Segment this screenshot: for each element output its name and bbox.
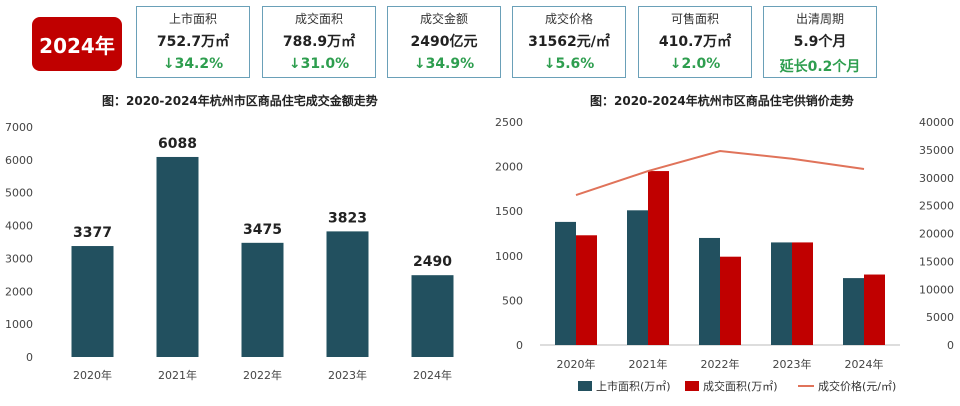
kpi-sales-price: 成交价格 31562元/㎡ ↓5.6% <box>512 6 626 78</box>
legend-label: 成交价格(元/㎡) <box>818 379 896 393</box>
bar-2024年 <box>411 275 454 357</box>
x-tick-label: 2022年 <box>243 368 282 382</box>
x-tick-label: 2020年 <box>73 368 112 382</box>
chart-supply-sales-price: 0500100015002000250005000100001500020000… <box>495 116 954 393</box>
y2-tick-label: 40000 <box>919 116 954 129</box>
bar-listed-area-2022年 <box>699 237 720 345</box>
kpi-label: 成交价格 <box>544 12 593 26</box>
data-label: 3823 <box>328 210 367 226</box>
kpi-change: ↓5.6% <box>543 56 595 72</box>
y-tick-label: 2500 <box>495 116 523 129</box>
kpi-available-area: 可售面积 410.7万㎡ ↓2.0% <box>638 6 752 78</box>
y-tick-label: 5000 <box>5 187 33 200</box>
chart-title-sales-amount: 图：2020-2024年杭州市区商品住宅成交金额走势 <box>102 94 378 108</box>
x-tick-label: 2021年 <box>629 357 668 371</box>
bar-2023年 <box>326 231 369 357</box>
y-tick-label: 4000 <box>5 220 33 233</box>
y-tick-label: 2000 <box>495 161 523 174</box>
bar-2021年 <box>156 156 199 357</box>
kpi-label: 成交金额 <box>419 12 468 26</box>
kpi-sold-area: 成交面积 788.9万㎡ ↓31.0% <box>262 6 376 78</box>
bar-sold-area-2024年 <box>864 274 885 345</box>
x-tick-label: 2024年 <box>845 357 884 371</box>
bar-2020年 <box>71 246 114 357</box>
legend-label: 成交面积(万㎡) <box>703 379 778 393</box>
legend-swatch-listed-area <box>578 381 592 391</box>
data-label: 2490 <box>413 254 452 270</box>
x-tick-label: 2021年 <box>158 368 197 382</box>
kpi-value: 2490亿元 <box>410 34 478 50</box>
bar-sold-area-2023年 <box>792 242 813 345</box>
kpi-clearance-cycle: 出清周期 5.9个月 延长0.2个月 <box>763 6 877 78</box>
x-tick-label: 2023年 <box>328 368 367 382</box>
y2-tick-label: 35000 <box>919 144 954 157</box>
bar-listed-area-2023年 <box>771 242 792 345</box>
x-tick-label: 2024年 <box>413 368 452 382</box>
y-tick-label: 7000 <box>5 121 33 134</box>
kpi-label: 出清周期 <box>795 12 844 26</box>
y2-tick-label: 0 <box>947 339 954 352</box>
chart-sales-amount: 0 1000 2000 3000 4000 5000 6000 7000 3377 2020年 60… <box>5 121 454 382</box>
kpi-change: ↓2.0% <box>669 56 721 72</box>
legend-swatch-sold-area <box>685 381 699 391</box>
kpi-change: ↓31.0% <box>288 56 350 72</box>
kpi-change: 延长0.2个月 <box>779 59 861 75</box>
data-label: 3475 <box>243 222 282 238</box>
y2-tick-label: 15000 <box>919 255 954 268</box>
x-tick-label: 2023年 <box>773 357 812 371</box>
bar-sold-area-2021年 <box>648 171 669 345</box>
kpi-sales-amount: 成交金额 2490亿元 ↓34.9% <box>387 6 501 78</box>
y2-tick-label: 30000 <box>919 172 954 185</box>
kpi-label: 成交面积 <box>294 12 343 26</box>
kpi-label: 上市面积 <box>168 12 217 26</box>
y2-tick-label: 25000 <box>919 200 954 213</box>
y2-tick-label: 5000 <box>926 311 954 324</box>
kpi-change: ↓34.2% <box>162 56 224 72</box>
kpi-value: 410.7万㎡ <box>658 34 732 50</box>
y-tick-label: 1000 <box>5 318 33 331</box>
y-tick-label: 1000 <box>495 250 523 263</box>
bar-sold-area-2020年 <box>576 235 597 345</box>
legend-label: 上市面积(万㎡) <box>596 379 671 393</box>
y-tick-label: 0 <box>516 339 523 352</box>
bar-sold-area-2022年 <box>720 256 741 345</box>
bar-listed-area-2024年 <box>843 278 864 345</box>
kpi-value: 31562元/㎡ <box>528 34 610 50</box>
kpi-listed-area: 上市面积 752.7万㎡ ↓34.2% <box>136 6 250 78</box>
bar-listed-area-2021年 <box>627 210 648 345</box>
y-tick-label: 3000 <box>5 252 33 265</box>
kpi-change: ↓34.9% <box>413 56 475 72</box>
kpi-value: 788.9万㎡ <box>282 34 356 50</box>
y-tick-label: 1500 <box>495 205 523 218</box>
x-tick-label: 2022年 <box>701 357 740 371</box>
data-label: 3377 <box>73 225 112 241</box>
y2-tick-label: 20000 <box>919 228 954 241</box>
y-tick-label: 0 <box>26 351 33 364</box>
y-tick-label: 2000 <box>5 285 33 298</box>
y2-tick-label: 10000 <box>919 283 954 296</box>
bar-2022年 <box>241 242 284 357</box>
line-sales-price <box>575 149 865 196</box>
chart-title-supply-sales-price: 图：2020-2024年杭州市区商品住宅供销价走势 <box>590 94 854 108</box>
bar-listed-area-2020年 <box>555 221 576 345</box>
x-tick-label: 2020年 <box>557 357 596 371</box>
y-tick-label: 6000 <box>5 154 33 167</box>
data-label: 6088 <box>158 136 197 152</box>
kpi-label: 可售面积 <box>670 12 719 26</box>
kpi-value: 752.7万㎡ <box>156 34 230 50</box>
kpi-value: 5.9个月 <box>793 34 847 50</box>
year-badge: 2024年 <box>32 17 122 71</box>
y-tick-label: 500 <box>502 294 523 307</box>
